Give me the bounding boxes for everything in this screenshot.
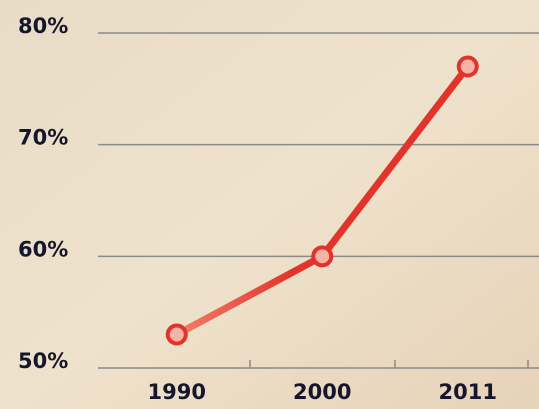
- data-point: [311, 245, 334, 268]
- x-tick-label: 1990: [148, 380, 206, 404]
- x-tick-label: 2011: [439, 380, 497, 404]
- x-tick-label: 2000: [293, 380, 351, 404]
- data-point: [456, 55, 479, 78]
- y-tick-label: 70%: [18, 126, 68, 150]
- data-point: [165, 323, 188, 346]
- y-tick-label: 80%: [18, 14, 68, 38]
- y-tick-label: 50%: [18, 349, 68, 373]
- y-tick-label: 60%: [18, 237, 68, 261]
